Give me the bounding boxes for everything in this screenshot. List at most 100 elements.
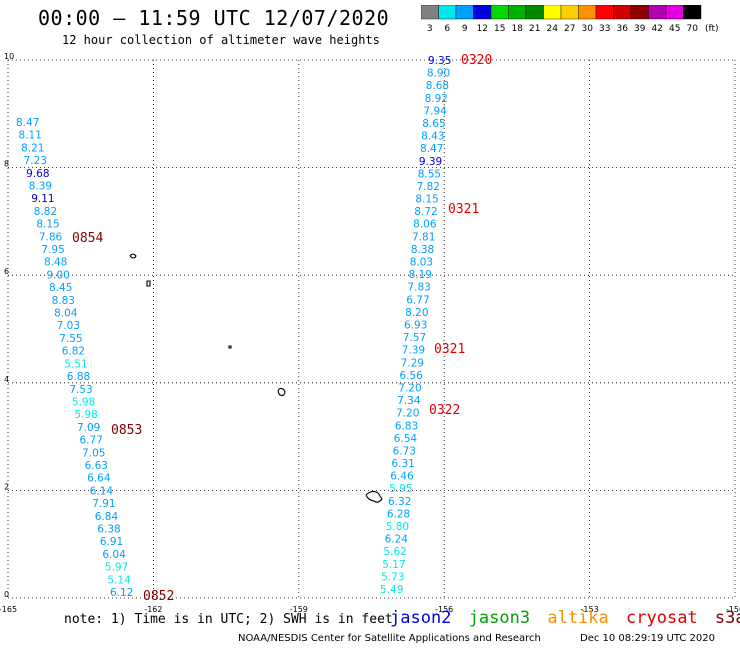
wave-height-value: 8.68 xyxy=(426,80,449,92)
pass-time-label: 0321 xyxy=(448,202,479,217)
wave-height-value: 7.94 xyxy=(423,105,447,117)
x-tick-label: -165 xyxy=(0,605,17,614)
legend-label: 33 xyxy=(599,24,610,34)
color-legend: 3 6 9 12 15 18 21 24 27 30 33 36 39 42 45 70 (ft) xyxy=(421,5,719,34)
wave-height-value: 8.65 xyxy=(422,118,445,130)
wave-height-value: 6.83 xyxy=(395,420,418,432)
wave-height-value: 7.53 xyxy=(69,384,92,396)
wave-height-value: 7.39 xyxy=(402,345,425,357)
wave-height-value: 6.54 xyxy=(394,433,418,445)
wave-height-value: 6.31 xyxy=(391,458,414,470)
wave-height-value: 9.00 xyxy=(46,269,69,281)
wave-height-value: 7.05 xyxy=(82,447,105,459)
wave-height-value: 7.20 xyxy=(396,408,419,420)
wave-height-value: 8.15 xyxy=(36,219,59,231)
x-tick-label: -150 xyxy=(726,605,740,614)
wave-height-value: 8.39 xyxy=(29,181,52,193)
wave-height-value: 8.38 xyxy=(411,244,434,256)
wave-height-value: 8.15 xyxy=(415,194,438,206)
wave-height-value: 8.90 xyxy=(427,68,450,80)
wave-height-value: 5.98 xyxy=(72,396,95,408)
wave-height-value: 8.92 xyxy=(425,93,448,105)
legend-label: 3 xyxy=(427,24,433,34)
x-tick-label: -159 xyxy=(290,605,308,614)
island-outline xyxy=(129,253,137,259)
wave-height-value: 6.12 xyxy=(110,587,133,599)
satellite-altika: altika xyxy=(547,608,609,628)
wave-height-value: 7.57 xyxy=(403,332,426,344)
wave-height-value: 8.72 xyxy=(414,206,437,218)
x-tick-label: -162 xyxy=(144,605,162,614)
generation-timestamp: Dec 10 08:29:19 UTC 2020 xyxy=(580,633,715,644)
wave-height-value: 6.77 xyxy=(80,435,103,447)
wave-height-value: 6.24 xyxy=(385,534,409,546)
y-tick-label: 4 xyxy=(4,375,9,384)
wave-height-value: 8.20 xyxy=(405,307,428,319)
wave-height-value: 9.39 xyxy=(419,156,442,168)
wave-height-value: 6.84 xyxy=(95,511,119,523)
wave-height-value: 6.82 xyxy=(62,346,85,358)
wave-height-value: 7.20 xyxy=(398,382,421,394)
wave-height-value: 9.68 xyxy=(26,168,49,180)
wave-height-value: 5.95 xyxy=(389,483,412,495)
wave-height-value: 7.86 xyxy=(39,231,63,243)
wave-height-value: 8.47 xyxy=(16,117,39,129)
wave-height-value: 8.03 xyxy=(410,257,433,269)
wave-height-value: 5.17 xyxy=(382,559,405,571)
wave-height-value: 7.03 xyxy=(57,320,80,332)
wave-height-value: 6.14 xyxy=(90,485,114,497)
legend-label: 6 xyxy=(444,24,450,34)
pass-time-label: 0320 xyxy=(461,53,492,68)
satellite-jason2: jason2 xyxy=(390,608,452,628)
wave-height-value: 9.35 xyxy=(428,55,451,67)
y-tick-label: 2 xyxy=(4,482,9,491)
wave-height-value: 7.95 xyxy=(41,244,64,256)
wave-height-value: 6.46 xyxy=(390,471,414,483)
wave-height-value: 6.91 xyxy=(100,536,123,548)
wave-height-value: 8.11 xyxy=(19,130,42,142)
satellite-s3a: s3a xyxy=(714,608,740,628)
wave-height-value: 5.49 xyxy=(380,584,403,596)
wave-height-value: 6.04 xyxy=(102,549,126,561)
wave-height-value: 7.29 xyxy=(401,357,424,369)
wave-height-value: 7.09 xyxy=(77,422,100,434)
wave-height-value: 7.83 xyxy=(407,282,430,294)
wave-height-value: 6.38 xyxy=(97,523,120,535)
y-tick-label: 10 xyxy=(4,52,14,61)
wave-height-value: 8.55 xyxy=(418,168,441,180)
legend-unit: (ft) xyxy=(705,24,719,34)
legend-label: 39 xyxy=(634,24,646,34)
legend-label: 45 xyxy=(669,24,680,34)
wave-height-value: 8.19 xyxy=(409,269,432,281)
wave-height-value: 8.47 xyxy=(420,143,443,155)
wave-height-value: 8.06 xyxy=(413,219,437,231)
wave-height-value: 6.63 xyxy=(85,460,108,472)
wave-height-value: 8.48 xyxy=(44,257,67,269)
legend-label: 42 xyxy=(652,24,663,34)
legend-label: 21 xyxy=(529,24,540,34)
legend-label: 27 xyxy=(564,24,575,34)
legend-swatch xyxy=(683,5,702,20)
pass-time-label: 0321 xyxy=(434,342,465,357)
wave-height-value: 5.98 xyxy=(74,409,97,421)
wave-height-value: 8.82 xyxy=(34,206,57,218)
wave-height-value: 7.91 xyxy=(92,498,115,510)
legend-label: 18 xyxy=(512,24,524,34)
wave-height-value: 7.55 xyxy=(59,333,82,345)
wave-height-value: 5.14 xyxy=(107,574,131,586)
footnote: note: 1) Time is in UTC; 2) SWH is in fe… xyxy=(64,612,393,627)
wave-height-value: 5.62 xyxy=(383,546,406,558)
wave-height-value: 8.43 xyxy=(421,131,444,143)
legend-label: 9 xyxy=(462,24,468,34)
wave-height-value: 9.11 xyxy=(31,193,54,205)
y-tick-label: 8 xyxy=(4,160,9,169)
legend-label: 15 xyxy=(494,24,505,34)
x-tick-label: -156 xyxy=(435,605,453,614)
wave-height-value: 8.45 xyxy=(49,282,72,294)
legend-label: 12 xyxy=(477,24,488,34)
legend-label: 30 xyxy=(582,24,594,34)
satellite-jason3: jason3 xyxy=(468,608,531,628)
wave-height-value: 5.51 xyxy=(64,358,87,370)
island-outline xyxy=(146,280,151,287)
